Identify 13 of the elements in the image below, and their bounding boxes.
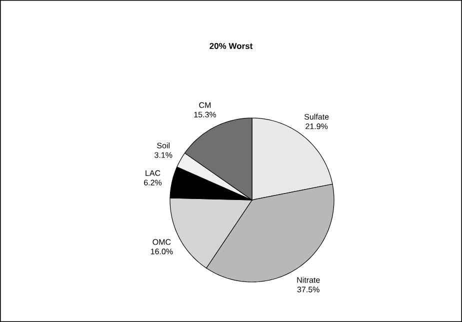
slice-label: Sulfate [304, 114, 329, 120]
data-label: 16.0% [150, 248, 173, 254]
slice-label: Nitrate [297, 276, 320, 283]
slice-label: OMC [152, 239, 171, 245]
data-label: 6.2% [144, 180, 162, 186]
data-label: 15.3% [194, 112, 216, 118]
slice-label: CM [199, 102, 211, 108]
data-label: 3.1% [154, 152, 172, 158]
slice-label: Soil [157, 142, 170, 148]
data-label: 21.9% [306, 123, 328, 130]
data-label: 37.5% [297, 286, 320, 292]
slice-label: LAC [146, 170, 160, 176]
chart-title: 20% Worst [210, 42, 253, 50]
